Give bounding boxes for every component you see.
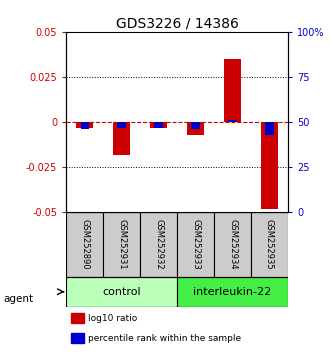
Bar	[113, 122, 130, 155]
Text: GSM252931: GSM252931	[117, 219, 126, 270]
Bar	[66, 277, 177, 307]
Text: log10 ratio: log10 ratio	[88, 314, 138, 322]
Text: control: control	[102, 287, 141, 297]
Bar	[71, 313, 84, 323]
Bar	[224, 59, 241, 122]
Bar	[177, 212, 214, 277]
Bar	[118, 122, 126, 127]
Bar	[140, 212, 177, 277]
Bar	[66, 212, 103, 277]
Bar	[150, 122, 167, 127]
Text: GSM252934: GSM252934	[228, 219, 237, 270]
Text: GSM252933: GSM252933	[191, 219, 200, 270]
Bar	[251, 212, 288, 277]
Bar	[261, 122, 278, 209]
Text: percentile rank within the sample: percentile rank within the sample	[88, 333, 242, 343]
Text: GSM252932: GSM252932	[154, 219, 163, 270]
Text: interleukin-22: interleukin-22	[193, 287, 272, 297]
Text: GSM252890: GSM252890	[80, 219, 89, 270]
Bar	[71, 333, 84, 343]
Bar	[228, 120, 237, 122]
Bar	[187, 122, 204, 135]
Text: agent: agent	[3, 294, 33, 304]
Bar	[191, 122, 200, 130]
Bar	[177, 277, 288, 307]
Bar	[80, 122, 89, 130]
Bar	[76, 122, 93, 127]
Title: GDS3226 / 14386: GDS3226 / 14386	[116, 17, 239, 31]
Text: GSM252935: GSM252935	[265, 219, 274, 270]
Bar	[265, 122, 274, 135]
Bar	[155, 122, 163, 127]
Bar	[103, 212, 140, 277]
Bar	[214, 212, 251, 277]
